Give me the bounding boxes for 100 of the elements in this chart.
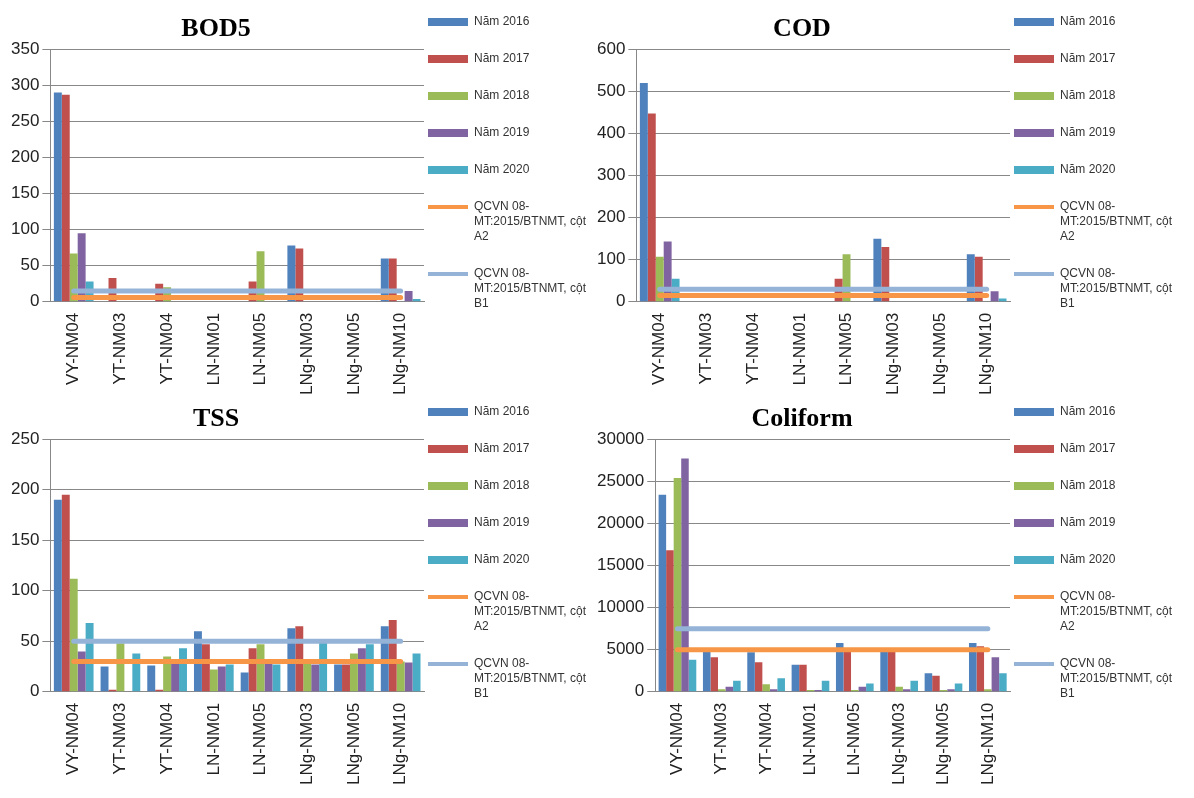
bar	[396, 661, 405, 692]
x-tick-label: LN-NM01	[800, 702, 820, 776]
legend-label: Năm 2016	[1060, 404, 1116, 419]
bar	[217, 666, 226, 692]
legend-label: QCVN 08-MT:2015/BTNMT, cột A2	[1060, 199, 1174, 244]
y-tick-label: 100	[10, 580, 40, 600]
bar	[702, 651, 711, 692]
bar	[754, 662, 763, 692]
bar	[777, 678, 785, 692]
legend-label: Năm 2017	[1060, 441, 1116, 456]
legend-label: Năm 2017	[1060, 51, 1116, 66]
y-tick-label: 200	[10, 147, 40, 167]
bar	[342, 664, 350, 692]
bar	[733, 680, 741, 692]
legend-label: QCVN 08-MT:2015/BTNMT, cột A2	[1060, 589, 1174, 634]
bar	[718, 689, 726, 692]
x-tick-label: LNg-NM03	[882, 312, 902, 396]
y-tick-label: 0	[29, 681, 40, 701]
bar	[311, 664, 320, 692]
bar	[769, 689, 778, 692]
x-tick-label: VY-NM04	[667, 702, 687, 775]
y-tick-label: 25000	[596, 470, 645, 490]
x-tick-label: LNg-NM10	[390, 312, 410, 396]
bar	[880, 649, 888, 692]
bar	[947, 689, 955, 692]
bar	[954, 683, 963, 692]
x-tick-label: LNg-NM10	[976, 312, 996, 396]
y-tick-label: 100	[596, 249, 626, 269]
bar	[991, 657, 1000, 692]
x-tick-label: YT-NM04	[755, 702, 775, 775]
legend-label: QCVN 08-MT:2015/BTNMT, cột B1	[1060, 656, 1174, 701]
chart-title: BOD5	[181, 13, 251, 43]
legend-label: QCVN 08-MT:2015/BTNMT, cột A2	[474, 199, 588, 244]
bar	[984, 689, 992, 692]
x-tick-label: LN-NM05	[844, 702, 864, 776]
x-tick-label: VY-NM04	[63, 702, 83, 775]
bar	[404, 662, 413, 692]
chart-title: COD	[773, 13, 831, 43]
bar	[639, 82, 648, 302]
bar	[303, 663, 312, 692]
y-tick-label: 0	[615, 291, 626, 311]
x-tick-label: LN-NM01	[203, 702, 223, 776]
bar	[681, 458, 689, 692]
x-tick-label: LNg-NM03	[888, 702, 908, 786]
y-tick-label: 400	[596, 123, 626, 143]
x-tick-label: LN-NM01	[789, 312, 809, 386]
legend-label: Năm 2020	[1060, 552, 1116, 567]
bar	[999, 673, 1007, 692]
bar	[53, 92, 62, 302]
chart-title: Coliform	[751, 403, 853, 433]
bar	[910, 680, 918, 692]
x-tick-label: YT-NM04	[156, 702, 176, 775]
x-tick-label: LNg-NM03	[296, 312, 316, 396]
legend-label: Năm 2016	[1060, 14, 1116, 29]
y-tick-label: 150	[10, 183, 40, 203]
legend-label: QCVN 08-MT:2015/BTNMT, cột B1	[474, 266, 588, 311]
y-tick-label: 350	[10, 38, 40, 58]
x-tick-label: VY-NM04	[63, 312, 83, 385]
bar	[209, 669, 218, 692]
bar	[895, 686, 903, 692]
y-tick-label: 50	[20, 255, 40, 275]
bar	[932, 675, 940, 692]
bar	[272, 664, 281, 692]
bar	[647, 113, 656, 302]
y-tick-label: 500	[596, 80, 626, 100]
legend-label: Năm 2018	[1060, 478, 1116, 493]
x-tick-label: YT-NM03	[110, 312, 130, 385]
x-tick-label: LNg-NM05	[929, 312, 949, 396]
y-tick-label: 50	[20, 630, 40, 650]
bar	[240, 672, 249, 692]
y-tick-label: 300	[10, 74, 40, 94]
bar	[53, 499, 62, 692]
y-tick-label: 300	[596, 165, 626, 185]
bar	[990, 291, 999, 302]
legend-label: Năm 2017	[474, 441, 530, 456]
x-tick-label: YT-NM03	[711, 702, 731, 775]
x-tick-label: YT-NM04	[742, 312, 762, 385]
y-tick-label: 15000	[596, 555, 645, 575]
x-tick-label: LNg-NM10	[977, 702, 997, 786]
bar	[866, 683, 874, 692]
bar	[688, 659, 697, 692]
legend-label: Năm 2020	[474, 552, 530, 567]
bar	[61, 494, 70, 692]
legend-label: Năm 2016	[474, 14, 530, 29]
legend-label: QCVN 08-MT:2015/BTNMT, cột A2	[474, 589, 588, 634]
x-tick-label: LN-NM01	[203, 312, 223, 386]
bar	[171, 663, 180, 692]
bar	[404, 290, 413, 302]
bar	[147, 665, 156, 692]
bar	[998, 298, 1007, 302]
legend-label: Năm 2017	[474, 51, 530, 66]
y-tick-label: 250	[10, 428, 40, 448]
x-tick-label: VY-NM04	[649, 312, 669, 385]
y-tick-label: 5000	[606, 639, 645, 659]
bar	[69, 578, 78, 692]
bar	[762, 684, 770, 692]
x-tick-label: LN-NM05	[836, 312, 856, 386]
bar	[61, 94, 70, 302]
x-tick-label: YT-NM03	[696, 312, 716, 385]
legend-label: Năm 2019	[474, 125, 530, 140]
